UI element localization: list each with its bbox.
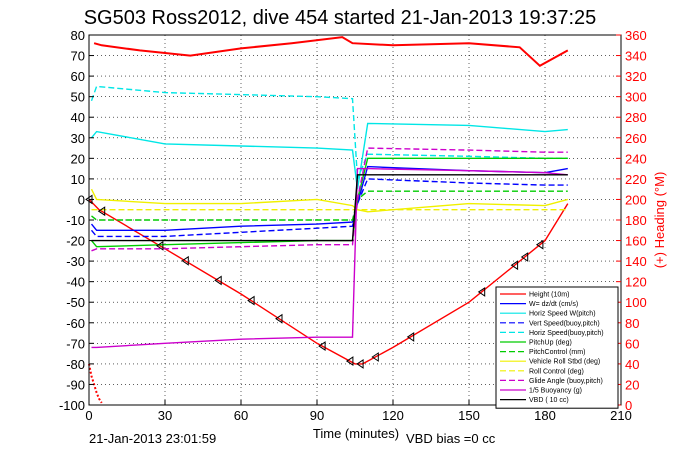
- right-axis-ticks: 0 20 40 60 80 100 120 140 160 180 200 220 240 260 280 3…: [616, 28, 647, 413]
- y2-tick-label: 100: [625, 295, 647, 310]
- y-tick-label: 50: [71, 90, 85, 105]
- y-tick-label: 30: [71, 131, 85, 146]
- legend-label: Vehicle Roll Stbd (deg): [529, 359, 600, 366]
- x-tick-label: 210: [610, 408, 632, 423]
- legend-label: Height (10m): [529, 292, 569, 299]
- legend-label: VBD ( 10 cc): [529, 397, 569, 404]
- series-line: [93, 36, 569, 68]
- y-tick-label: -20: [66, 234, 85, 249]
- series-lines: [88, 36, 569, 404]
- height-marker: [155, 240, 164, 251]
- height-marker: [477, 286, 486, 297]
- height-marker: [247, 295, 255, 306]
- x-tick-label: 0: [85, 408, 92, 423]
- y2-tick-label: 60: [625, 336, 639, 351]
- series-line: [91, 147, 568, 252]
- height-marker: [97, 206, 106, 217]
- y-tick-label: -50: [66, 295, 85, 310]
- y2-tick-label: 140: [625, 254, 647, 269]
- height-marker: [406, 331, 415, 342]
- series-line: [88, 363, 103, 404]
- legend-label: Horiz Speed(buoy,pitch): [529, 330, 604, 337]
- x-tick-label: 180: [534, 408, 556, 423]
- y2-tick-label: 20: [625, 377, 639, 392]
- x-tick-label: 60: [234, 408, 248, 423]
- x-axis-label: Time (minutes): [313, 426, 399, 441]
- height-marker: [214, 275, 222, 286]
- y-tick-label: -10: [66, 213, 85, 228]
- legend-label: W= dz/dt (cm/s): [529, 301, 578, 308]
- y-tick-label: 60: [71, 69, 85, 84]
- y-tick-label: 20: [71, 151, 85, 166]
- legend-label: Horiz Speed W(pitch): [529, 311, 596, 318]
- y-tick-label: 0: [78, 192, 85, 207]
- y2-tick-label: 300: [625, 90, 647, 105]
- y2-tick-label: 0: [625, 398, 632, 413]
- left-axis-ticks: -100-90-80-70-60-50-40-30-20-10010203040…: [59, 28, 94, 413]
- footer-timestamp: 21-Jan-2013 23:01:59: [89, 431, 216, 446]
- height-marker: [318, 341, 326, 352]
- footer-vbd-bias: VBD bias =0 cc: [406, 431, 496, 446]
- y-tick-label: -90: [66, 377, 85, 392]
- y2-tick-label: 120: [625, 275, 647, 290]
- height-marker: [181, 255, 189, 266]
- legend-label: Vert Speed(buoy,pitch): [529, 320, 600, 327]
- height-marker: [510, 260, 519, 271]
- x-tick-label: 90: [310, 408, 324, 423]
- legend: Height (10m) W= dz/dt (cm/s) Horiz Speed W…: [495, 286, 619, 409]
- y2-tick-label: 80: [625, 316, 639, 331]
- y2-tick-label: 220: [625, 172, 647, 187]
- height-marker: [345, 356, 354, 367]
- y-tick-label: -30: [66, 254, 85, 269]
- legend-label: Glide Angle (buoy,pitch): [529, 378, 603, 385]
- series-line: [90, 188, 568, 213]
- y-tick-label: 80: [71, 28, 85, 43]
- x-tick-label: 120: [382, 408, 404, 423]
- y-tick-label: -100: [59, 398, 85, 413]
- height-marker: [371, 352, 379, 362]
- y-tick-label: -80: [66, 357, 85, 372]
- y2-tick-label: 340: [625, 49, 647, 64]
- height-marker: [520, 252, 529, 262]
- legend-label: PitchUp (deg): [529, 340, 572, 347]
- series-line: [91, 174, 568, 242]
- y2-tick-label: 240: [625, 151, 647, 166]
- legend-label: 1/5 Buoyancy (g): [529, 388, 582, 395]
- series-line: [91, 167, 568, 349]
- y-tick-label: -40: [66, 275, 85, 290]
- y2-tick-label: 200: [625, 192, 647, 207]
- x-axis-ticks: 0 30 60 90 120 150 180 210: [85, 400, 632, 423]
- legend-box: [495, 286, 619, 409]
- legend-label: Roll Control (deg): [529, 368, 584, 375]
- y-tick-label: -60: [66, 316, 85, 331]
- height-marker: [275, 313, 283, 324]
- height-marker: [535, 239, 544, 250]
- y2-tick-label: 180: [625, 213, 647, 228]
- x-tick-label: 30: [158, 408, 172, 423]
- right-axis-label: (+) Heading (°M): [652, 172, 667, 269]
- chart-title: SG503 Ross2012, dive 454 started 21-Jan-…: [84, 7, 597, 29]
- series-line: [91, 190, 568, 221]
- y2-tick-label: 160: [625, 234, 647, 249]
- y2-tick-label: 320: [625, 69, 647, 84]
- height-marker: [356, 358, 364, 369]
- legend-label: PitchControl (mm): [529, 349, 585, 356]
- y2-tick-label: 260: [625, 131, 647, 146]
- series-line: [90, 122, 568, 190]
- series-line: [90, 85, 568, 180]
- y-tick-label: 10: [71, 172, 85, 187]
- y2-tick-label: 360: [625, 28, 647, 43]
- y-tick-label: -70: [66, 336, 85, 351]
- y-tick-label: 70: [71, 49, 85, 64]
- series-line: [90, 178, 568, 238]
- y-tick-label: 40: [71, 110, 85, 125]
- x-tick-label: 150: [458, 408, 480, 423]
- y2-tick-label: 280: [625, 110, 647, 125]
- y2-tick-label: 40: [625, 357, 639, 372]
